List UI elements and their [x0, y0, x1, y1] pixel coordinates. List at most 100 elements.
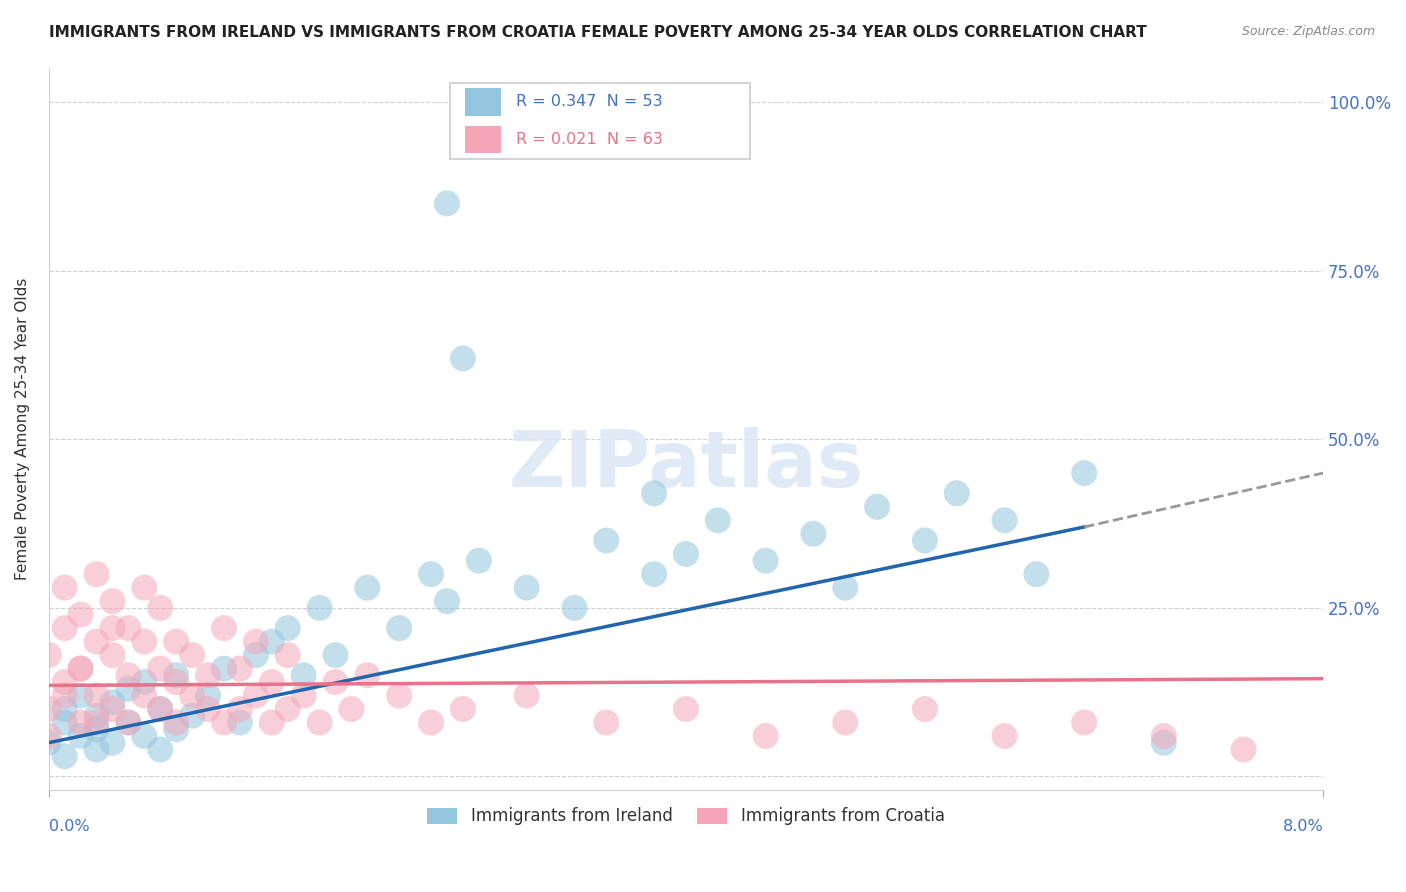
Point: [149, 702, 172, 716]
Point: [117, 715, 139, 730]
Point: [181, 689, 204, 703]
Text: 8.0%: 8.0%: [1282, 819, 1323, 834]
Point: [564, 600, 586, 615]
Point: [866, 500, 889, 514]
Point: [101, 621, 124, 635]
Point: [388, 621, 411, 635]
Point: [149, 662, 172, 676]
Point: [134, 729, 156, 743]
Point: [212, 715, 235, 730]
Point: [1232, 742, 1254, 756]
Y-axis label: Female Poverty Among 25-34 Year Olds: Female Poverty Among 25-34 Year Olds: [15, 278, 30, 581]
Point: [38, 729, 60, 743]
Point: [86, 715, 108, 730]
Point: [165, 668, 187, 682]
Text: R = 0.021  N = 63: R = 0.021 N = 63: [516, 132, 664, 147]
Point: [53, 749, 76, 764]
Point: [212, 662, 235, 676]
Point: [38, 736, 60, 750]
Point: [292, 668, 315, 682]
Point: [325, 648, 347, 662]
Point: [86, 708, 108, 723]
Point: [38, 702, 60, 716]
Point: [149, 742, 172, 756]
Point: [69, 662, 91, 676]
Point: [356, 668, 378, 682]
Point: [53, 621, 76, 635]
Text: IMMIGRANTS FROM IRELAND VS IMMIGRANTS FROM CROATIA FEMALE POVERTY AMONG 25-34 YE: IMMIGRANTS FROM IRELAND VS IMMIGRANTS FR…: [49, 25, 1147, 40]
Point: [86, 689, 108, 703]
Point: [755, 554, 778, 568]
Point: [38, 648, 60, 662]
Point: [212, 621, 235, 635]
Point: [69, 662, 91, 676]
Point: [277, 648, 299, 662]
Point: [325, 675, 347, 690]
Point: [69, 715, 91, 730]
Point: [149, 600, 172, 615]
Point: [451, 702, 474, 716]
Point: [643, 486, 665, 500]
Text: Source: ZipAtlas.com: Source: ZipAtlas.com: [1241, 25, 1375, 38]
Point: [803, 526, 825, 541]
Point: [69, 729, 91, 743]
Point: [340, 702, 363, 716]
Point: [229, 662, 252, 676]
Point: [1153, 729, 1175, 743]
Point: [69, 689, 91, 703]
Point: [197, 689, 219, 703]
Text: 0.0%: 0.0%: [49, 819, 90, 834]
Point: [69, 607, 91, 622]
Point: [86, 742, 108, 756]
Point: [436, 196, 458, 211]
Point: [834, 581, 856, 595]
Point: [707, 513, 730, 527]
Point: [101, 695, 124, 709]
Point: [834, 715, 856, 730]
Point: [260, 715, 283, 730]
Point: [165, 715, 187, 730]
Point: [165, 675, 187, 690]
Point: [945, 486, 967, 500]
Point: [134, 634, 156, 648]
Point: [165, 723, 187, 737]
Point: [101, 594, 124, 608]
Text: ZIPatlas: ZIPatlas: [509, 427, 863, 503]
Point: [53, 689, 76, 703]
Point: [149, 702, 172, 716]
Point: [229, 702, 252, 716]
Point: [260, 634, 283, 648]
Legend: Immigrants from Ireland, Immigrants from Croatia: Immigrants from Ireland, Immigrants from…: [420, 801, 952, 832]
Text: R = 0.347  N = 53: R = 0.347 N = 53: [516, 95, 664, 110]
Point: [86, 634, 108, 648]
Point: [134, 675, 156, 690]
Point: [181, 708, 204, 723]
Point: [595, 715, 617, 730]
Point: [675, 547, 697, 561]
FancyBboxPatch shape: [450, 83, 749, 159]
Point: [1025, 567, 1047, 582]
Point: [101, 702, 124, 716]
Bar: [465, 126, 501, 153]
Point: [388, 689, 411, 703]
Point: [134, 581, 156, 595]
Point: [1073, 715, 1095, 730]
Point: [101, 736, 124, 750]
Point: [181, 648, 204, 662]
Point: [53, 675, 76, 690]
Point: [993, 513, 1015, 527]
Point: [117, 715, 139, 730]
Point: [308, 600, 330, 615]
Point: [197, 668, 219, 682]
Point: [436, 594, 458, 608]
Point: [675, 702, 697, 716]
Point: [914, 533, 936, 548]
Point: [53, 581, 76, 595]
Point: [292, 689, 315, 703]
Point: [117, 621, 139, 635]
Point: [468, 554, 491, 568]
Point: [277, 621, 299, 635]
Point: [993, 729, 1015, 743]
Point: [420, 567, 443, 582]
Point: [229, 715, 252, 730]
